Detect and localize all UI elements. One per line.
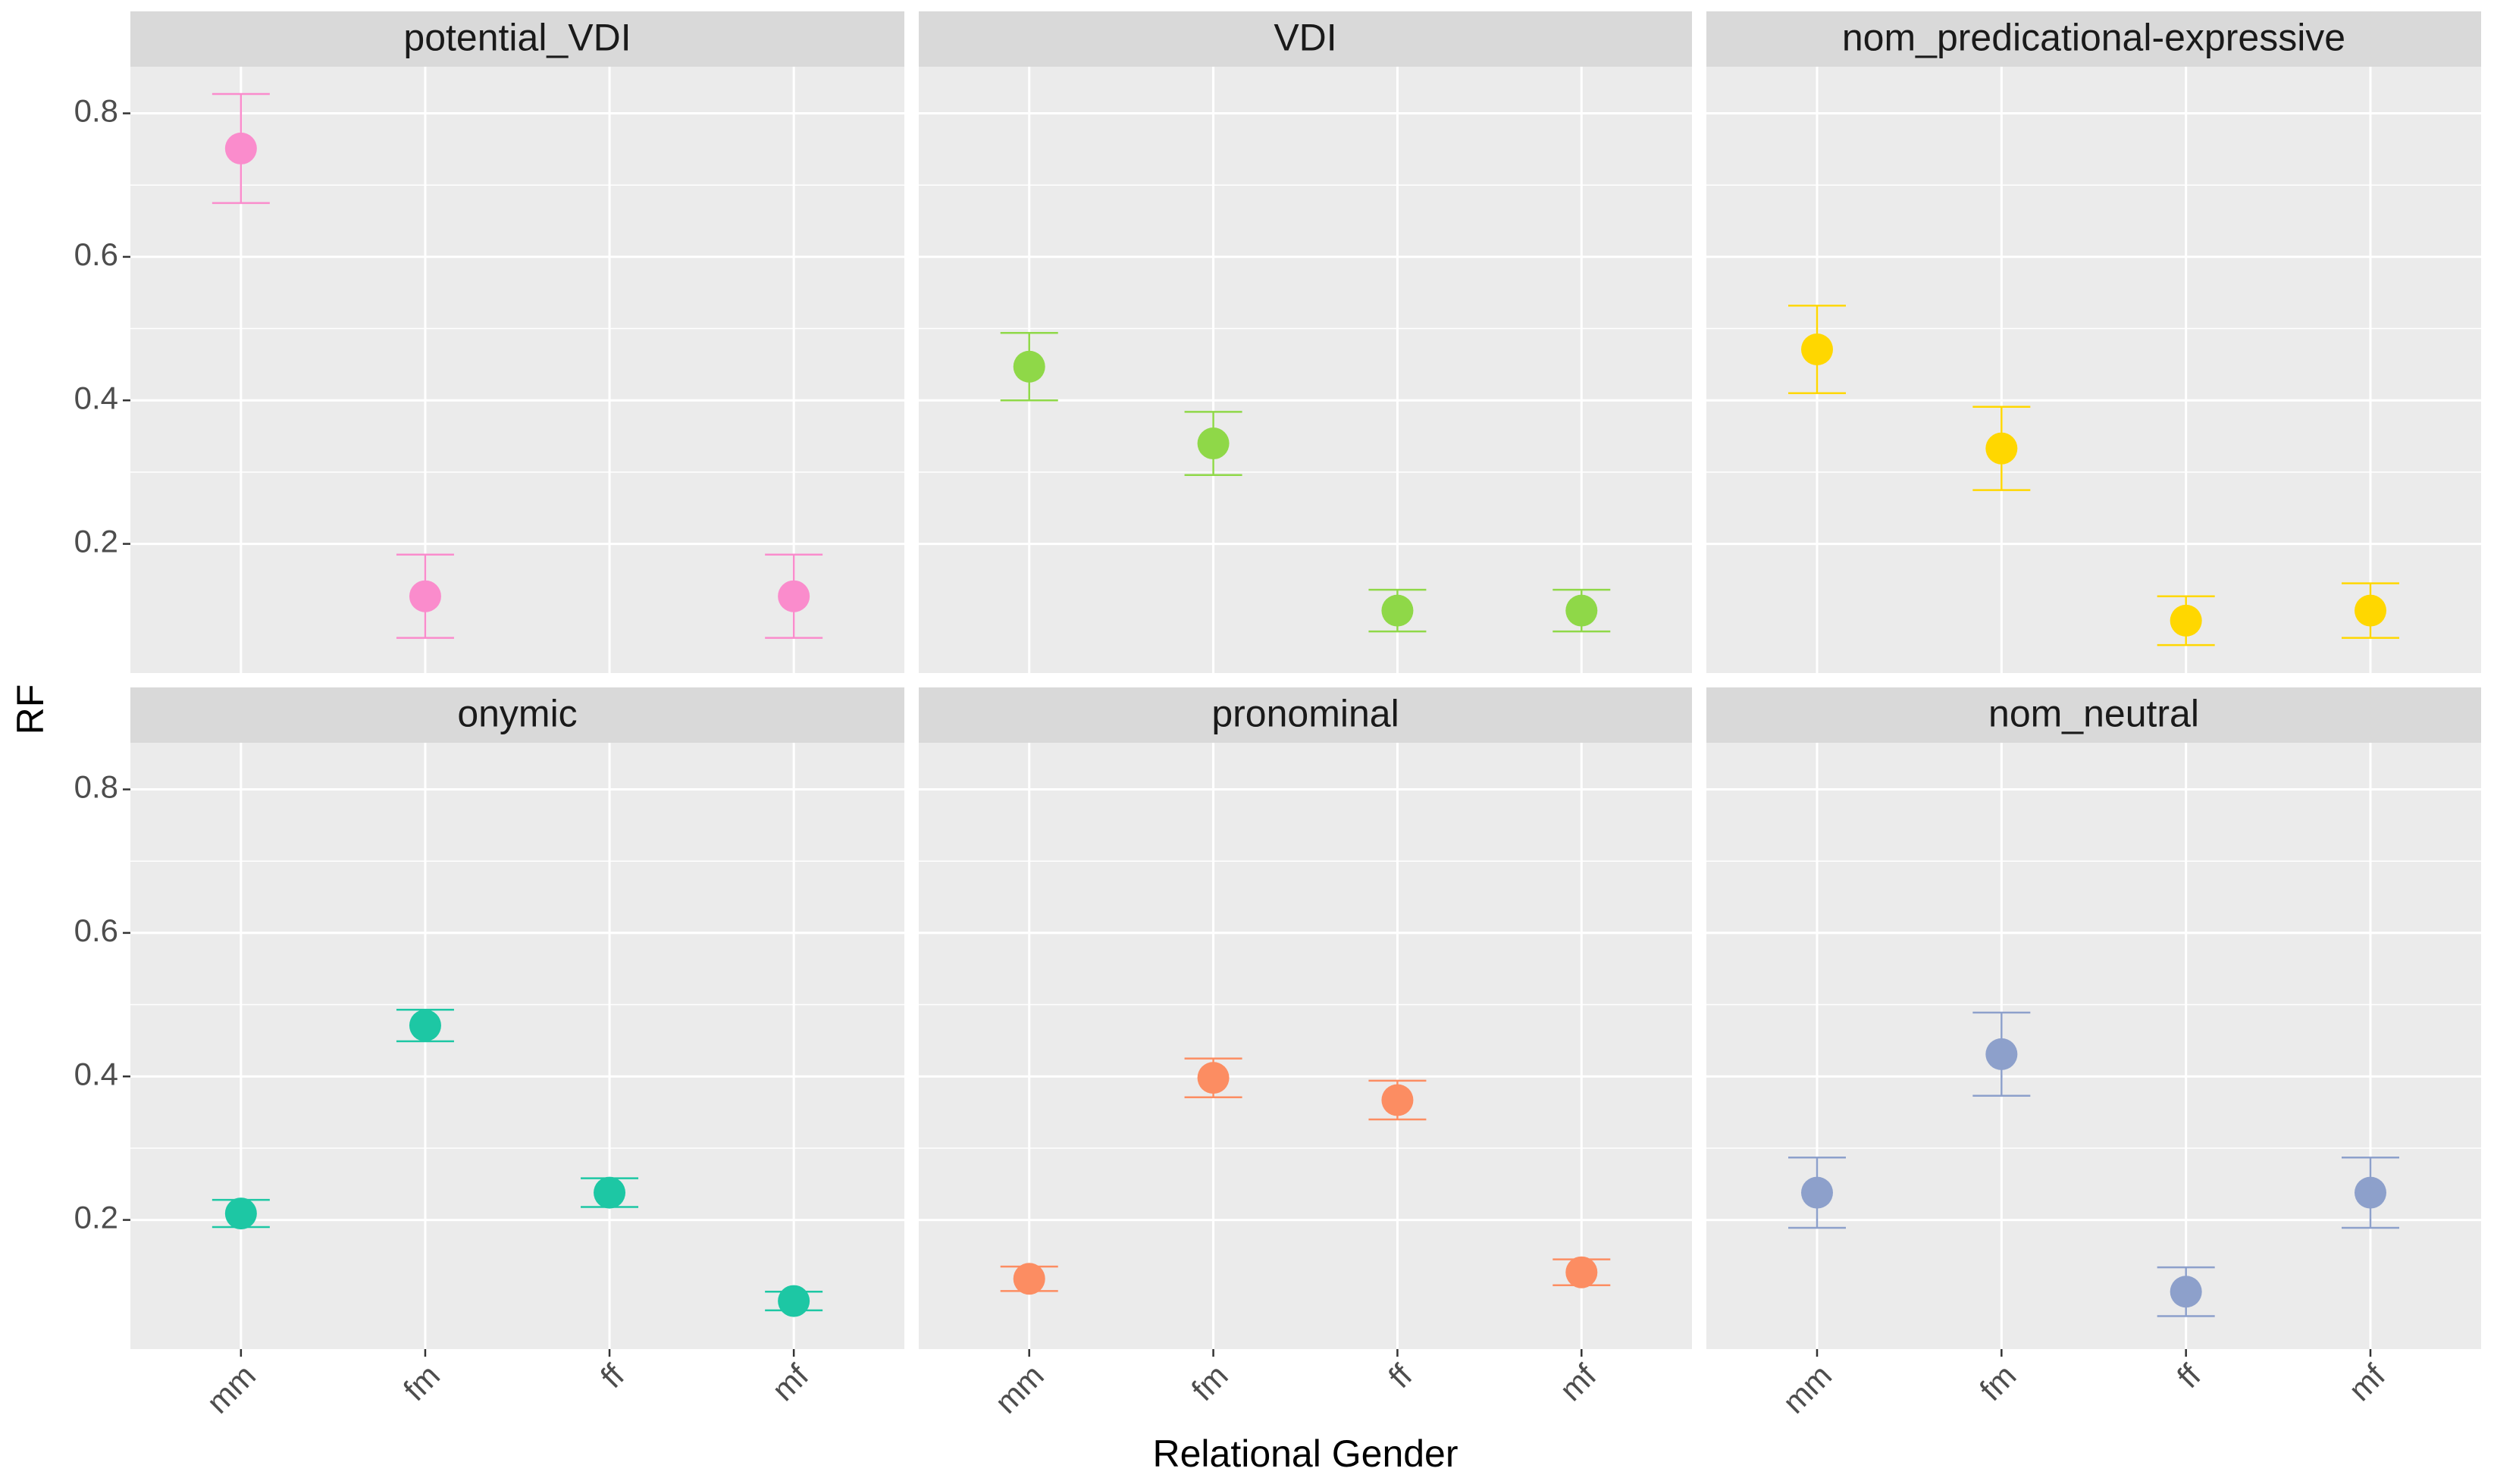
panel-title: nom_neutral	[1988, 693, 2199, 735]
y-tick-label: 0.6	[74, 913, 118, 948]
x-tick-label: fm	[1185, 1357, 1235, 1407]
strip	[130, 687, 904, 743]
panel-bg	[919, 743, 1692, 1349]
point	[1381, 1084, 1414, 1116]
strip	[130, 11, 904, 67]
y-tick-label: 0.6	[74, 236, 118, 272]
point	[1013, 350, 1045, 383]
point	[409, 580, 441, 612]
x-tick-label: ff	[1381, 1357, 1418, 1395]
point	[1381, 594, 1414, 627]
point	[409, 1010, 441, 1042]
panel-bg	[1706, 67, 2481, 673]
point	[1197, 427, 1230, 460]
strip	[1706, 11, 2481, 67]
point	[2355, 594, 2386, 627]
x-tick-label: ff	[2170, 1357, 2207, 1395]
point	[594, 1176, 626, 1209]
panel-title: pronominal	[1211, 693, 1399, 735]
y-tick-label: 0.2	[74, 1200, 118, 1235]
x-tick-label: fm	[1972, 1357, 2022, 1407]
y-tick-label: 0.8	[74, 769, 118, 805]
point	[778, 580, 810, 612]
y-tick-label: 0.8	[74, 93, 118, 129]
panel-title: nom_predicational-expressive	[1842, 17, 2345, 59]
panel-title: VDI	[1274, 17, 1336, 59]
strip	[919, 11, 1692, 67]
point	[1197, 1062, 1230, 1094]
point	[1565, 1256, 1598, 1288]
point	[778, 1285, 810, 1317]
point	[1985, 432, 2018, 465]
point	[2170, 1276, 2202, 1308]
x-tick-label: mf	[2342, 1357, 2392, 1407]
panel-title: onymic	[457, 693, 577, 735]
panel-bg	[130, 67, 904, 673]
point	[1013, 1263, 1045, 1295]
panel-bg	[130, 743, 904, 1349]
y-axis-title: RF	[9, 684, 52, 735]
x-tick-label: mf	[1552, 1357, 1603, 1407]
point	[224, 132, 257, 164]
strip	[1706, 687, 2481, 743]
y-tick-label: 0.4	[74, 1056, 118, 1091]
point	[1985, 1038, 2018, 1070]
strip	[919, 687, 1692, 743]
x-tick-label: mf	[765, 1357, 815, 1407]
x-axis-title: Relational Gender	[1152, 1432, 1458, 1475]
panel-bg	[1706, 743, 2481, 1349]
panel-bg	[919, 67, 1692, 673]
point	[1565, 594, 1598, 627]
x-tick-label: mm	[199, 1357, 262, 1420]
panel-title: potential_VDI	[403, 17, 631, 59]
x-tick-label: fm	[396, 1357, 446, 1407]
x-tick-label: mm	[1775, 1357, 1838, 1420]
x-tick-label: ff	[594, 1357, 631, 1395]
point	[2355, 1176, 2386, 1209]
point	[2170, 604, 2202, 637]
x-tick-label: mm	[988, 1357, 1051, 1420]
point	[1801, 333, 1833, 366]
y-tick-label: 0.2	[74, 524, 118, 559]
point	[224, 1198, 257, 1230]
point	[1801, 1176, 1833, 1209]
y-tick-label: 0.4	[74, 380, 118, 415]
